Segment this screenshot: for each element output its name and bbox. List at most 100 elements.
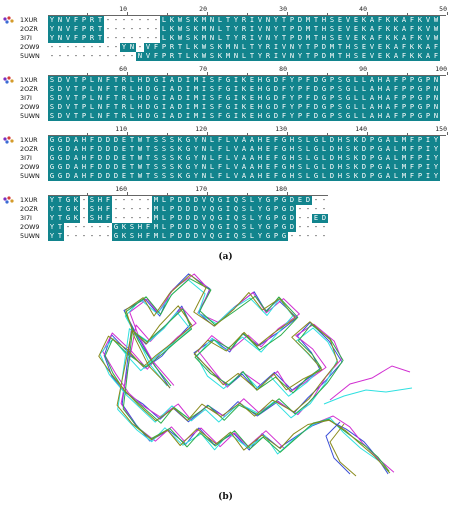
- residue-cell: G: [344, 103, 352, 112]
- ruler-minor-tick: [87, 133, 88, 135]
- residue-cell: Y: [432, 172, 440, 181]
- residue-cell: F: [216, 103, 224, 112]
- residue-cell: R: [120, 94, 128, 103]
- gap-cell: -: [113, 25, 119, 33]
- residue-cell: F: [280, 112, 288, 121]
- residue-cell: W: [136, 154, 144, 163]
- residue-cell: P: [416, 145, 424, 154]
- sequence-name: 1XUR: [20, 136, 38, 144]
- residue-cell: K: [176, 136, 184, 145]
- residue-cell: T: [312, 16, 320, 25]
- residue-cell: G: [280, 145, 288, 154]
- residue-cell: P: [80, 85, 88, 94]
- residue-cell: Y: [288, 94, 296, 103]
- residue-cell: A: [240, 163, 248, 172]
- residue-cell: K: [176, 172, 184, 181]
- residue-cell: D: [144, 103, 152, 112]
- residue-cell: H: [136, 232, 144, 241]
- residue-cell: V: [424, 25, 432, 34]
- residue-cell: P: [272, 196, 280, 205]
- residue-cell: H: [256, 154, 264, 163]
- residue-cell: V: [232, 163, 240, 172]
- residue-cell: P: [288, 25, 296, 34]
- residue-cell: H: [320, 25, 328, 34]
- residue-cell: P: [416, 154, 424, 163]
- residue-cell: F: [104, 205, 112, 214]
- residue-cell: G: [280, 154, 288, 163]
- residue-cell: F: [216, 145, 224, 154]
- sequence-name: 2OZR: [20, 145, 38, 153]
- residue-cell: M: [192, 94, 200, 103]
- gap-cell: -: [105, 52, 111, 60]
- residue-cell: N: [432, 85, 440, 94]
- residue-cell: D: [296, 34, 304, 43]
- residue-cell: L: [352, 112, 360, 121]
- residue-cell: H: [376, 94, 384, 103]
- residue-cell: S: [184, 25, 192, 34]
- residue-cell: D: [184, 232, 192, 241]
- residue-cell: F: [104, 214, 112, 223]
- residue-cell: L: [352, 94, 360, 103]
- residue-cell: G: [184, 154, 192, 163]
- residue-cell: A: [384, 136, 392, 145]
- residue-cell: K: [360, 25, 368, 34]
- sequence-name: 5UWN: [20, 172, 40, 180]
- residue-cell: L: [248, 196, 256, 205]
- position-ruler: 160 170 180: [48, 184, 328, 196]
- residue-cell: F: [88, 154, 96, 163]
- residue-cell: G: [112, 223, 120, 232]
- residue-cell: R: [264, 43, 272, 52]
- residue-cell: F: [72, 25, 80, 34]
- residue-cell: F: [408, 16, 416, 25]
- residue-cell: P: [272, 205, 280, 214]
- residue-cell: H: [96, 214, 104, 223]
- alignment-row: 2OW9 G G D A H F D D D E T W T S S S K G Y N L F L V A A H E F G H S L G L D…: [0, 163, 451, 172]
- residue-cell: G: [264, 232, 272, 241]
- residue-cell: L: [248, 232, 256, 241]
- residue-cell: L: [224, 136, 232, 145]
- residue-cell: Y: [288, 85, 296, 94]
- residue-cell: W: [200, 43, 208, 52]
- residue-cell: S: [48, 103, 56, 112]
- residue-cell: K: [240, 112, 248, 121]
- terminal-tail-trace: [329, 365, 411, 401]
- ruler-minor-tick: [167, 13, 168, 15]
- residue-cell: Q: [208, 223, 216, 232]
- ruler-tick: [207, 192, 208, 195]
- residue-cell: Y: [192, 136, 200, 145]
- residue-cell: E: [264, 163, 272, 172]
- residue-cell: T: [112, 103, 120, 112]
- residue-cell: Y: [256, 214, 264, 223]
- residue-cell: G: [224, 94, 232, 103]
- residue-cell: S: [152, 145, 160, 154]
- residue-cell: W: [136, 163, 144, 172]
- residue-cell: P: [296, 76, 304, 85]
- residue-cell: D: [192, 223, 200, 232]
- residue-cell: D: [96, 172, 104, 181]
- residue-cell: D: [312, 94, 320, 103]
- gap-cell: -: [89, 43, 95, 51]
- residue-cell: A: [368, 25, 376, 34]
- residue-cell: H: [136, 112, 144, 121]
- residue-cell: Y: [256, 196, 264, 205]
- ruler-minor-tick: [247, 193, 248, 195]
- residue-cell: F: [152, 43, 160, 52]
- ruler-minor-tick: [247, 133, 248, 135]
- residue-cell: H: [256, 172, 264, 181]
- residue-cell: M: [152, 214, 160, 223]
- residue-cell: S: [344, 154, 352, 163]
- residue-cell: N: [288, 43, 296, 52]
- residue-cell: P: [408, 85, 416, 94]
- residue-cell: I: [160, 103, 168, 112]
- gap-cell: -: [305, 232, 311, 240]
- residue-cell: D: [328, 154, 336, 163]
- gap-cell: -: [137, 16, 143, 24]
- residue-cell: T: [144, 136, 152, 145]
- gap-cell: -: [297, 232, 303, 240]
- residue-cell: P: [80, 103, 88, 112]
- gap-cell: -: [129, 25, 135, 33]
- sequence-name: 2OW9: [20, 223, 40, 231]
- alignment-row: 5UWN S D V T P L N F T R L H D G I A D I M I S F G I K E H G D F Y P F D G P…: [0, 112, 451, 121]
- residue-cell: G: [64, 196, 72, 205]
- alignment-row: 2OZR Y N V F P R T - - - - - - - L K W S K M N L T Y R I V N Y T P D M T H S…: [0, 25, 451, 34]
